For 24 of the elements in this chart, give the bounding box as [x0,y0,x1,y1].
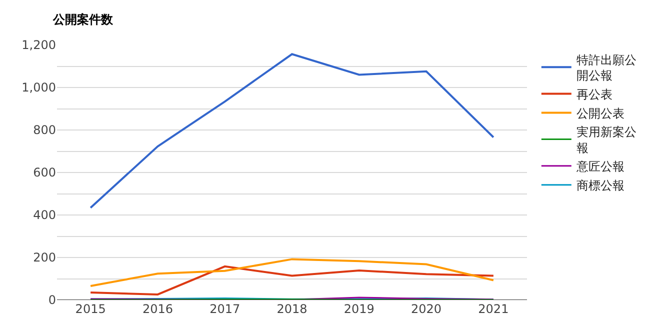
chart-title: 公開案件数 [52,12,114,26]
legend-label: 公開公表 [576,106,624,120]
legend-label: 特許出願公開公報 [576,52,636,83]
y-tick-label: 0 [48,293,56,308]
legend-label: 商標公報 [576,178,624,193]
y-tick-label: 1,200 [22,38,56,52]
x-tick-label: 2017 [210,302,240,316]
y-tick-label: 800 [33,123,56,138]
line-series [90,265,494,296]
y-tick-label: 200 [33,250,56,265]
x-tick-label: 2018 [276,302,308,316]
x-tick-label: 2019 [344,302,374,316]
line-series [90,53,494,209]
y-tick-label: 1,000 [22,80,56,95]
x-tick-label: 2021 [478,302,509,316]
x-tick-label: 2015 [75,302,106,316]
line-series [90,258,494,287]
y-tick-label: 600 [33,166,56,180]
legend-label: 実用新案公報 [576,125,636,155]
x-tick-label: 2016 [142,302,173,316]
y-tick-label: 400 [33,208,56,222]
legend-label: 意匠公報 [575,160,624,174]
x-tick-label: 2020 [411,302,442,316]
legend-label: 再公表 [576,87,612,102]
